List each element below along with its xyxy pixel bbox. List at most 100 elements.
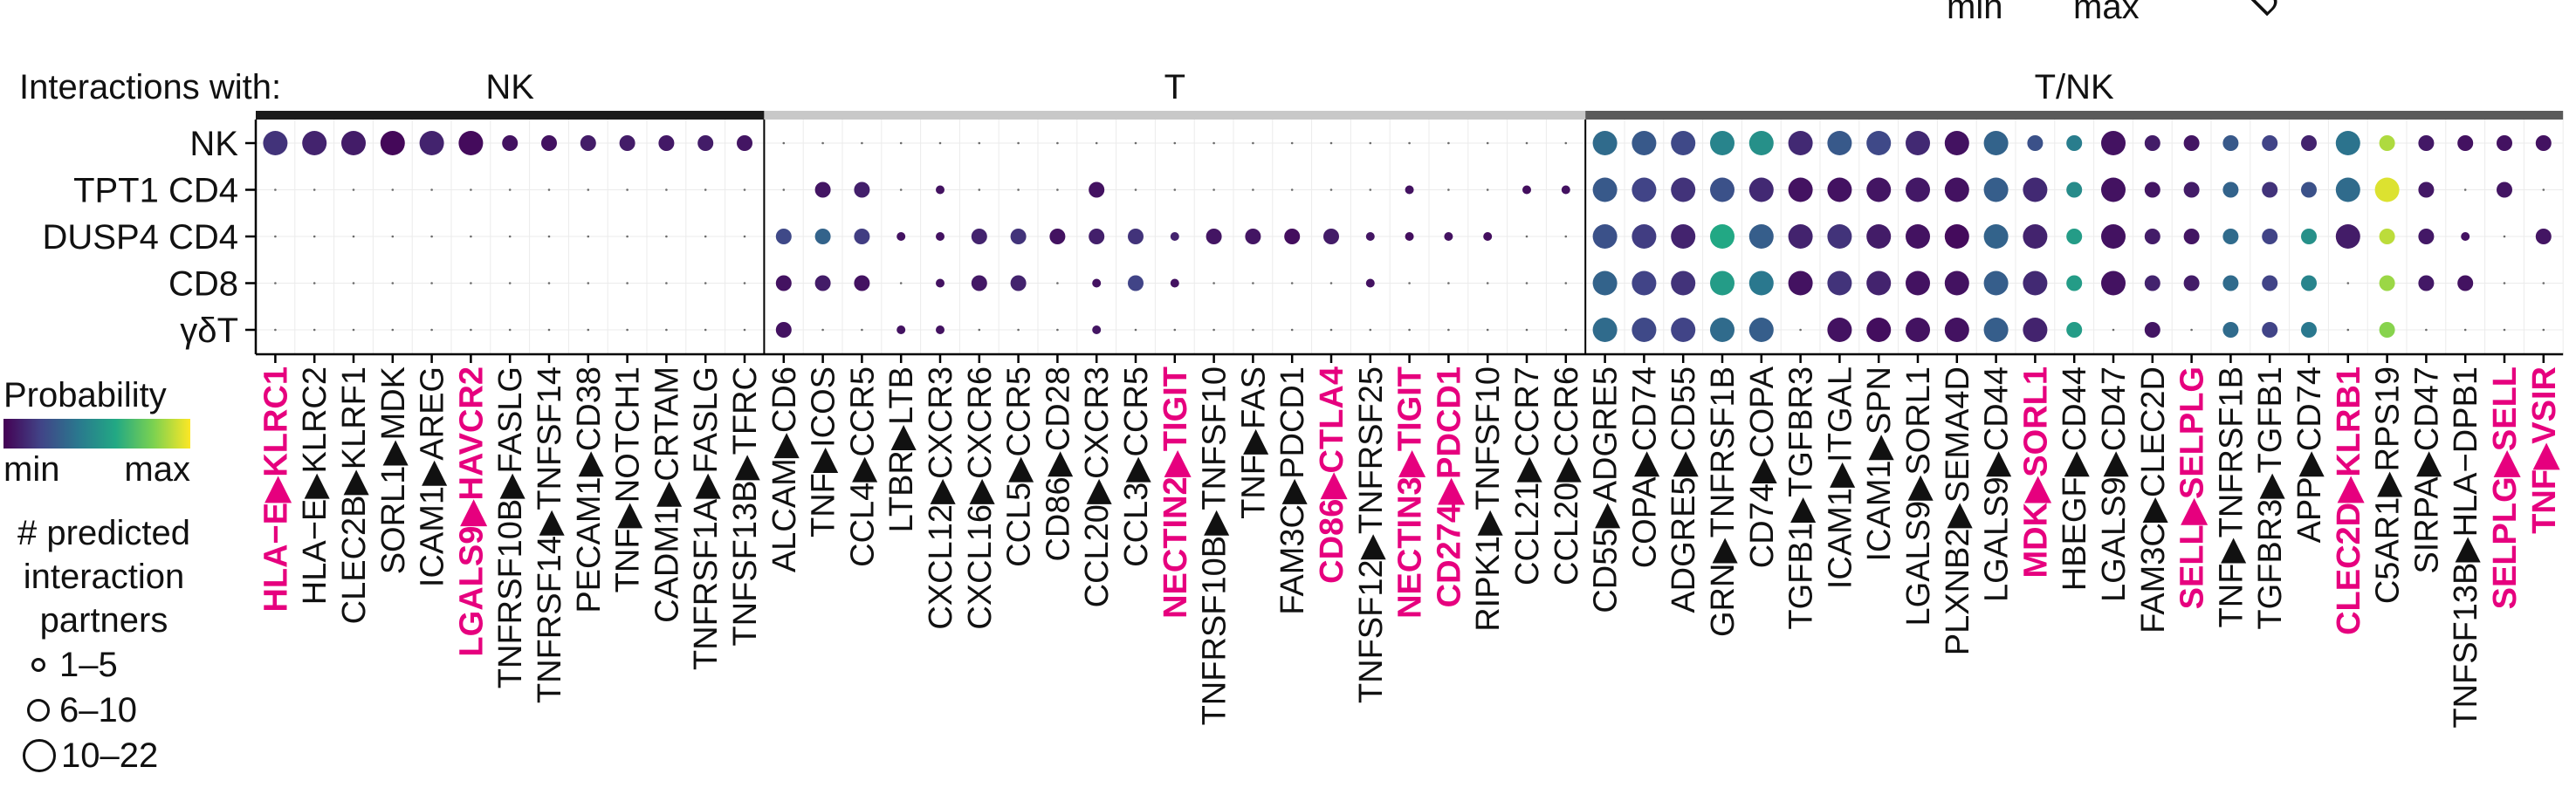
size-medium-circle	[27, 699, 50, 722]
data-point	[1866, 318, 1892, 342]
column-label: TGFB1▶TGFBR3	[1783, 366, 1820, 630]
empty-cell-dot	[821, 141, 824, 145]
empty-cell-dot	[1564, 141, 1568, 145]
column-label: CD74▶COPA	[1744, 366, 1781, 568]
empty-cell-dot	[391, 235, 395, 238]
empty-cell-dot	[978, 188, 981, 191]
size-legend-large: 10–22	[23, 733, 204, 778]
data-point	[2066, 181, 2083, 198]
data-point	[1748, 318, 1774, 342]
data-point	[2222, 229, 2239, 244]
empty-cell-dot	[430, 188, 433, 191]
data-point	[2301, 181, 2317, 198]
data-point	[1365, 278, 1375, 288]
empty-cell-dot	[2503, 235, 2506, 238]
column-label: CCL20▶CCR6	[1549, 366, 1585, 585]
column-label: ALCAM▶CD6	[766, 366, 803, 572]
data-point	[854, 181, 870, 198]
empty-cell-dot	[547, 282, 551, 284]
data-point	[1631, 270, 1657, 296]
size-legend-title-line-1: # predicted	[17, 514, 190, 552]
empty-cell-dot	[1564, 235, 1568, 238]
data-point	[697, 135, 714, 151]
empty-cell-dot	[2542, 328, 2545, 332]
data-point	[2262, 275, 2278, 291]
empty-cell-dot	[1252, 188, 1254, 191]
data-point	[1245, 229, 1261, 244]
empty-cell-dot	[1056, 141, 1059, 145]
empty-cell-dot	[1017, 328, 1020, 332]
group-bar-nk	[256, 111, 765, 120]
data-point	[775, 275, 792, 291]
column-label: TNFRSF14▶TNFSF14	[532, 366, 568, 703]
data-point	[1710, 131, 1735, 155]
row-label: DUSP4 CD4	[42, 218, 238, 257]
empty-cell-dot	[626, 235, 629, 238]
legend: Probability min max # predicted interact…	[3, 375, 204, 778]
data-point	[2335, 177, 2360, 202]
empty-cell-dot	[1056, 328, 1059, 332]
empty-cell-dot	[508, 235, 512, 238]
data-point	[1522, 185, 1531, 195]
empty-cell-dot	[1212, 188, 1215, 191]
column-label: COPA▶CD74	[1626, 366, 1663, 568]
data-point	[2535, 135, 2552, 151]
empty-cell-dot	[743, 188, 746, 191]
empty-cell-dot	[352, 282, 355, 284]
data-point	[1748, 177, 1774, 202]
empty-cell-dot	[1564, 328, 1568, 332]
empty-cell-dot	[1447, 282, 1450, 284]
data-point	[737, 135, 752, 151]
data-point	[2183, 181, 2200, 198]
empty-cell-dot	[1212, 282, 1215, 284]
data-point	[1010, 229, 1027, 244]
top-min-remnant: min	[1947, 0, 2003, 26]
data-point	[2101, 177, 2126, 202]
empty-cell-dot	[352, 235, 355, 238]
data-point	[1592, 224, 1618, 249]
empty-cell-dot	[861, 141, 863, 145]
column-label: CADM1▶CRTAM	[649, 366, 685, 623]
empty-cell-dot	[274, 282, 277, 284]
column-label: FAM3C▶PDCD1	[1274, 366, 1311, 615]
data-point	[2301, 135, 2317, 151]
empty-cell-dot	[938, 141, 942, 145]
data-point	[2379, 135, 2395, 151]
data-point	[1671, 318, 1696, 342]
empty-cell-dot	[665, 282, 668, 284]
empty-cell-dot	[782, 141, 786, 145]
probability-legend-title: Probability	[3, 376, 167, 414]
size-legend-medium: 6–10	[23, 688, 204, 733]
empty-cell-dot	[1290, 188, 1294, 191]
empty-cell-dot	[704, 282, 707, 284]
column-label: CXCL16▶CXCR6	[962, 366, 999, 630]
size-legend-small: 1–5	[23, 642, 204, 688]
data-point	[1788, 177, 1813, 202]
data-point	[2066, 135, 2083, 151]
empty-cell-dot	[2112, 328, 2115, 332]
empty-cell-dot	[1017, 188, 1020, 191]
column-label: PECAM1▶CD38	[571, 366, 608, 613]
column-label: CD86▶CD28	[1040, 366, 1076, 562]
data-point	[2183, 135, 2200, 151]
empty-cell-dot	[587, 328, 590, 332]
size-small-circle	[31, 658, 45, 672]
empty-cell-dot	[899, 188, 903, 191]
data-point	[1089, 181, 1105, 198]
data-point	[2222, 181, 2239, 198]
data-point	[1092, 325, 1102, 334]
data-point	[1592, 318, 1618, 342]
data-point	[936, 325, 945, 334]
data-point	[263, 131, 288, 155]
column-label: CXCL12▶CXCR3	[923, 366, 959, 630]
column-label: SORL1▶MDK	[375, 366, 412, 574]
empty-cell-dot	[587, 188, 590, 191]
data-point	[2418, 135, 2435, 151]
empty-cell-dot	[704, 328, 707, 332]
column-label: RIPK1▶TNFSF10	[1470, 366, 1507, 632]
data-point	[814, 181, 831, 198]
data-point	[419, 131, 444, 155]
column-label: HLA−E▶KLRC2	[297, 366, 333, 605]
size-legend-title-line-3: partners	[39, 601, 168, 640]
